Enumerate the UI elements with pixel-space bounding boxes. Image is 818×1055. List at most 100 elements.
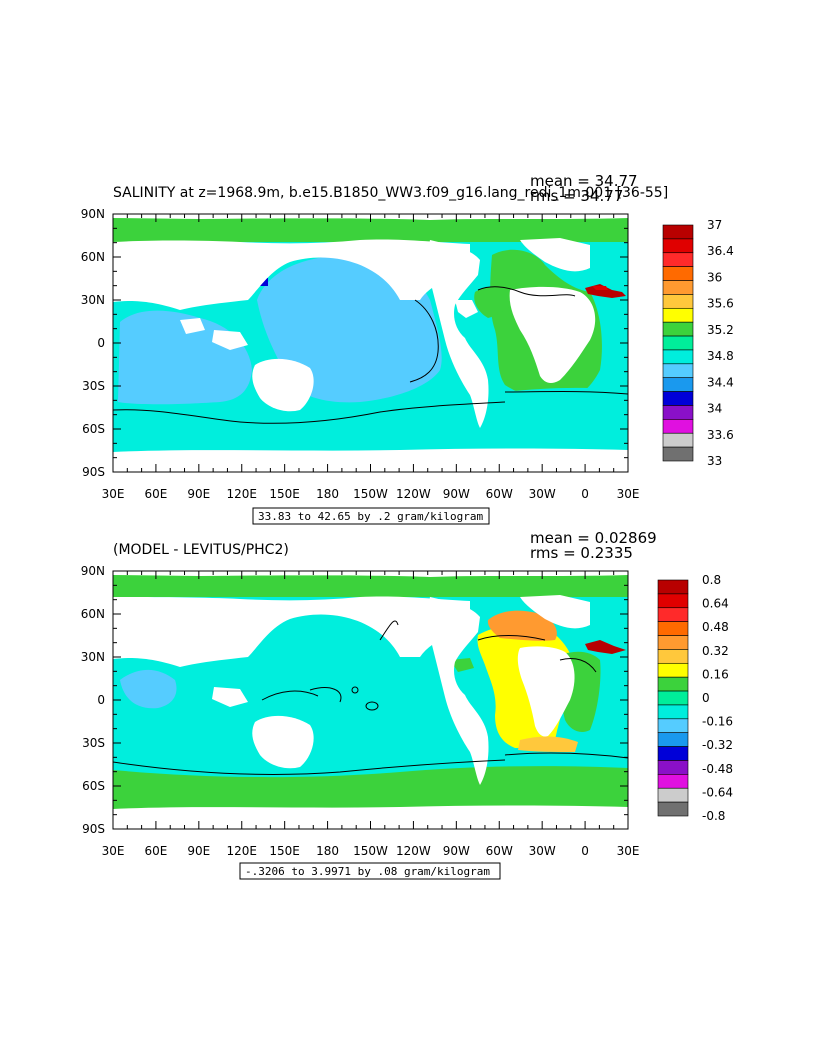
colorbar-swatch [662,266,694,281]
y-axis-labels: 90N 60N 30N 0 30S 60S 90S [81,564,105,836]
y-tick-label: 30S [82,379,105,393]
y-tick-label: 30N [81,650,105,664]
north-atlantic-orange [487,610,557,641]
colorbar-label: 33 [707,454,722,468]
colorbar-label: 0.16 [702,667,729,681]
x-tick-label: 30W [529,487,556,501]
colorbar-swatch [662,446,694,462]
range-label: 33.83 to 42.65 by .2 gram/kilogram [258,510,484,523]
x-tick-label: 30W [529,844,556,858]
y-tick-label: 0 [97,693,105,707]
colorbar-label: 36 [707,270,722,284]
panel-title: (MODEL - LEVITUS/PHC2) [113,542,289,558]
panel-title: SALINITY at z=1968.9m, b.e15.B1850_WW3.f… [113,185,668,201]
x-tick-label: 90E [187,487,210,501]
x-tick-label: 0 [581,844,589,858]
range-box [252,507,490,525]
x-tick-label: 120W [396,487,431,501]
y-tick-label: 60S [82,422,105,436]
colorbar-swatch [662,391,694,406]
x-tick-label: 180 [316,844,339,858]
range-label: -.3206 to 3.9971 by .08 gram/kilogram [245,865,490,878]
colorbar-label: -0.16 [702,715,733,729]
atlantic-orange-strip [518,736,578,752]
colorbar-swatch [657,690,689,706]
x-tick-label: 90E [187,844,210,858]
y-axis-labels: 90N 60N 30N 0 30S 60S 90S [81,207,105,479]
y-tick-label: 90S [82,465,105,479]
colorbar-swatch [662,280,694,295]
range-box [239,862,501,880]
x-tick-label: 180 [316,487,339,501]
colorbar-label: 35.6 [707,297,734,311]
rms-label: rms = 34.77 [530,187,623,205]
colorbar-swatch [662,349,694,365]
colorbar-label: 37 [707,218,722,232]
y-tick-label: 60S [82,779,105,793]
colorbar-swatch [657,760,689,775]
y-tick-label: 90N [81,207,105,221]
colorbar-label: 0.8 [702,573,721,587]
colorbar-label: 34.4 [707,375,734,389]
contours [113,286,628,424]
colorbar-swatch [657,635,689,650]
x-tick-label: 150W [353,487,388,501]
colorbar-swatch [657,621,689,636]
x-tick-label: 120W [396,844,431,858]
y-tick-label: 90N [81,564,105,578]
y-tick-label: 60N [81,250,105,264]
colorbar-swatch [662,363,694,379]
colorbar-swatch [657,718,689,734]
x-tick-label: 0 [581,487,589,501]
x-tick-label: 30E [102,844,125,858]
colorbar-swatch [662,238,694,254]
colorbar-swatch [662,224,694,240]
colorbar-label: -0.48 [702,762,733,776]
colorbar-label: 36.4 [707,244,734,258]
colorbar-label: -0.8 [702,809,725,823]
colorbar-label: -0.32 [702,738,733,752]
x-axis-labels: 30E 60E 90E 120E 150E 180 150W 120W 90W 60W 30W 0 30… [102,487,640,501]
y-tick-label: 90S [82,822,105,836]
colorbar-label: 0.48 [702,620,729,634]
colorbar-swatch [657,649,689,664]
rms-label: rms = 0.2335 [530,544,633,562]
x-tick-label: 150W [353,844,388,858]
colorbar-label: 35.2 [707,323,734,337]
x-tick-label: 30E [617,844,640,858]
x-tick-label: 150E [269,487,300,501]
colorbar-swatch [657,732,689,747]
colorbar-swatch [662,307,694,323]
colorbar-swatch [657,676,689,692]
colorbar-swatch [662,321,694,337]
caribbean-green [450,658,474,672]
contours [113,620,628,775]
colorbar-swatch [662,432,694,448]
colorbar-swatch [657,607,689,622]
x-axis-labels: 30E 60E 90E 120E 150E 180 150W 120W 90W 60W 30W 0 30… [102,844,640,858]
x-tick-label: 150E [269,844,300,858]
y-tick-label: 0 [97,336,105,350]
colorbar-swatch [657,704,689,720]
x-tick-label: 120E [227,487,258,501]
y-tick-label: 30N [81,293,105,307]
colorbar-swatch [657,801,689,817]
colorbar-label: 0.64 [702,597,729,611]
colorbar-swatch [662,377,694,392]
axis-ticks [112,213,629,473]
x-tick-label: 60E [144,844,167,858]
difference-map [113,571,628,829]
indian-region [120,669,177,709]
colorbar-swatch [657,774,689,789]
colorbar-swatch [657,787,689,803]
colorbar: 0.8 0.64 0.48 0.32 0.16 0 -0.16 -0.32 -0.48 -0.64… [657,573,733,823]
colorbar-swatch [657,662,689,678]
y-tick-label: 60N [81,607,105,621]
x-tick-label: 30E [617,487,640,501]
colorbar: 37 36.4 36 35.6 35.2 34.8 34.4 34 33.6 33 [662,218,734,468]
x-tick-label: 60W [486,844,513,858]
colorbar-swatch [662,419,694,434]
mean-label: mean = 0.02869 [530,529,657,547]
atlantic-north-region [474,286,520,318]
colorbar-label: 0.32 [702,644,729,658]
